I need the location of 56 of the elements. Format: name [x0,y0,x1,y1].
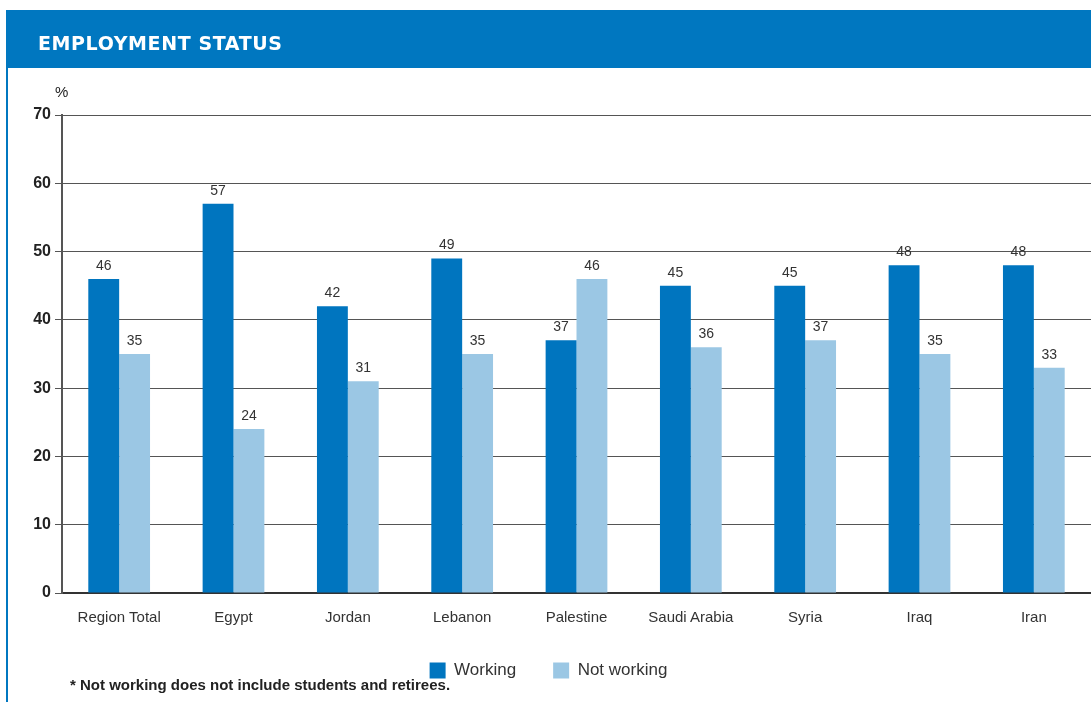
bar [233,429,265,593]
bar [347,381,379,593]
x-tick-label: Iraq [906,608,933,626]
y-tick-label: 50 [33,241,52,259]
bar [316,306,348,593]
x-tick-label: Egypt [214,608,254,626]
data-label: 35 [126,331,143,348]
y-tick-label: 40 [33,310,52,328]
data-label: 36 [698,325,715,342]
chart-title: EMPLOYMENT STATUS [38,32,283,54]
data-label: 31 [355,359,372,376]
y-tick-label: 60 [33,173,52,191]
bar [919,354,951,593]
y-axis-title: % [55,83,69,101]
data-label: 49 [438,236,455,253]
x-tick-label: Syria [788,608,823,626]
y-tick-label: 20 [33,446,52,464]
x-tick-label: Lebanon [432,608,492,626]
x-tick-label: Palestine [545,608,608,626]
data-label: 35 [927,331,943,348]
bar [690,347,722,593]
y-tick-label: 70 [33,105,52,123]
bar [888,265,920,593]
data-label: 24 [241,406,257,423]
legend-label: Not working [577,660,668,680]
bar [545,340,577,593]
bar [88,278,120,593]
bar [462,354,494,593]
data-label: 37 [812,318,829,335]
x-tick-label: Saudi Arabia [648,608,735,626]
data-label: 45 [667,263,684,280]
legend-label: Working [454,660,517,680]
data-label: 42 [324,284,341,301]
bar [202,203,234,593]
x-tick-label: Jordan [324,608,371,626]
bar [1002,265,1034,593]
data-label: 57 [210,181,227,198]
bar [119,354,151,593]
y-tick-label: 0 [42,583,52,601]
y-tick-label: 10 [33,515,52,533]
data-label: 35 [469,331,486,348]
data-label: 45 [781,263,798,280]
bar [659,285,691,593]
x-tick-label: Iran [1020,608,1047,626]
text: * Not working does not include students and retirees. [70,676,451,693]
bar [576,278,608,593]
bar [431,258,463,593]
y-tick-label: 30 [33,378,52,396]
data-label: 46 [95,256,112,273]
data-label: 33 [1041,345,1058,362]
data-label: 46 [584,256,600,273]
bar [1033,367,1065,593]
x-tick-label: Region Total [77,608,161,626]
bar [805,340,837,593]
bar [774,285,806,593]
data-label: 37 [553,318,570,335]
